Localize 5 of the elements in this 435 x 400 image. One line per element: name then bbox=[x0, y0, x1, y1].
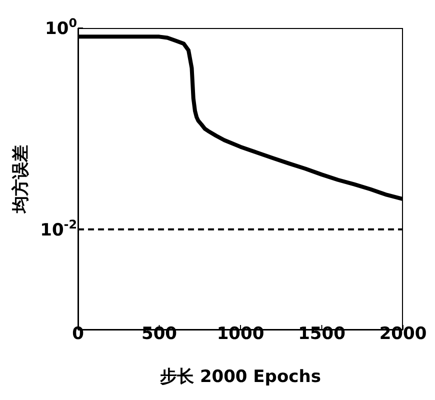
y-tick-label: 10$^{0}$ bbox=[45, 16, 77, 39]
y-tick-label: 10$^{-2}$ bbox=[40, 217, 77, 240]
y-axis-title: 均方误差 bbox=[11, 145, 32, 214]
x-tick-label: 2000 bbox=[379, 324, 427, 344]
x-axis-title: 步长 2000 Epochs bbox=[159, 367, 321, 387]
